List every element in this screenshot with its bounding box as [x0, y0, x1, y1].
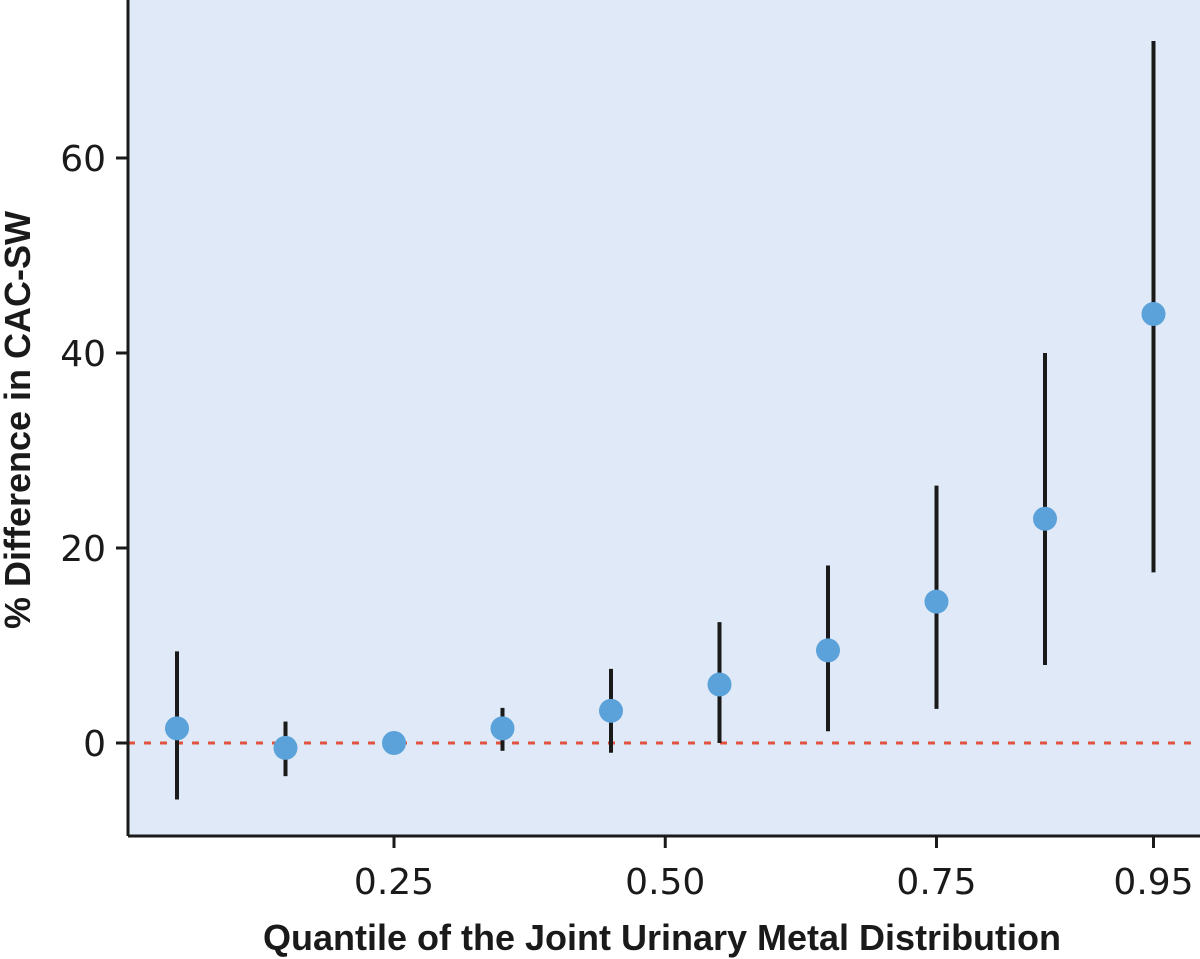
y-tick-label: 0: [83, 724, 106, 765]
y-tick-label: 60: [60, 139, 106, 180]
data-point-7: [816, 638, 840, 663]
data-point-10: [1141, 302, 1166, 326]
data-point-9: [1033, 506, 1057, 531]
x-tick-label: 0.50: [625, 862, 705, 903]
y-axis-title: % Difference in CAC-SW: [0, 211, 38, 629]
y-tick-label: 20: [60, 529, 106, 570]
x-tick-label: 0.75: [896, 862, 976, 903]
data-point-3: [382, 731, 406, 755]
x-axis-title: Quantile of the Joint Urinary Metal Dist…: [263, 917, 1061, 958]
plot-area: [128, 0, 1200, 836]
data-point-4: [490, 716, 515, 741]
data-point-2: [273, 735, 298, 760]
data-point-6: [707, 672, 732, 697]
y-tick-label: 40: [60, 334, 106, 375]
data-point-5: [599, 698, 623, 723]
x-tick-label: 0.95: [1113, 862, 1193, 903]
x-tick-label: 0.25: [354, 862, 434, 903]
data-point-1: [165, 716, 189, 741]
data-point-8: [924, 589, 949, 614]
